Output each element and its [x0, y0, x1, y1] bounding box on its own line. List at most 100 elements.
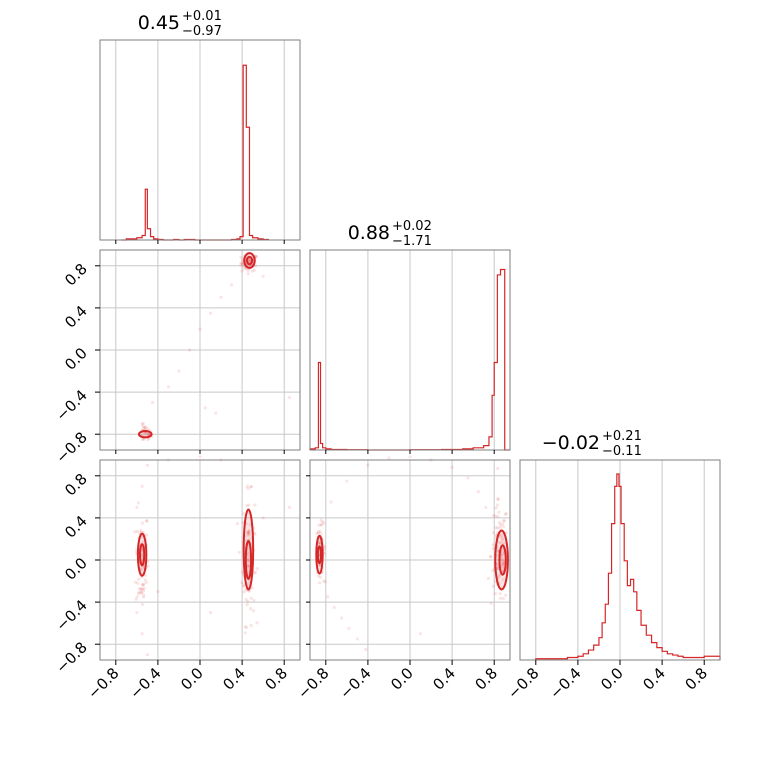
- sample-point: [140, 587, 145, 591]
- sample-point: [243, 631, 247, 635]
- sample-point: [142, 595, 146, 599]
- sample-point: [316, 531, 320, 535]
- sample-point: [140, 484, 144, 488]
- param-title-upper-0: +0.01: [182, 9, 222, 24]
- sample-point: [143, 427, 147, 431]
- y-tick-label-2-4: 0.8: [61, 470, 91, 500]
- sample-point: [492, 514, 496, 518]
- sample-point: [339, 616, 344, 620]
- sample-point: [247, 533, 251, 537]
- sample-point: [496, 497, 500, 501]
- sample-point: [144, 431, 148, 435]
- sample-point: [247, 528, 251, 533]
- histogram-steps-2: [535, 473, 721, 660]
- contour-level-1: [245, 255, 254, 266]
- sample-point: [476, 489, 481, 494]
- contour-fill-3: [499, 545, 506, 575]
- contour-level-3: [498, 544, 507, 576]
- sample-point: [494, 526, 498, 530]
- sample-point: [347, 626, 351, 631]
- sample-point: [156, 589, 160, 594]
- sample-point: [249, 623, 253, 628]
- sample-point: [141, 582, 146, 586]
- sample-point: [244, 625, 249, 630]
- sample-point: [146, 564, 150, 568]
- sample-point: [142, 437, 146, 442]
- sample-point: [364, 647, 368, 652]
- sample-point: [133, 580, 137, 584]
- sample-point: [140, 583, 144, 587]
- contour-level-2: [242, 508, 255, 591]
- sample-point: [242, 583, 246, 587]
- sample-point: [136, 581, 140, 585]
- sample-point: [322, 544, 326, 548]
- sample-point: [141, 422, 145, 426]
- sample-point: [241, 521, 245, 525]
- sample-point: [140, 566, 144, 570]
- sample-point: [496, 514, 500, 519]
- x-tick-label-1-1: −0.4: [336, 664, 374, 702]
- sample-point: [135, 529, 139, 533]
- sample-point: [502, 518, 506, 523]
- x-tick-label-2-3: 0.4: [639, 664, 669, 694]
- sample-point: [502, 562, 506, 566]
- sample-point: [135, 505, 139, 509]
- sample-point: [504, 593, 508, 597]
- histogram-panel-2: [535, 460, 721, 660]
- sample-point: [240, 570, 244, 574]
- sample-point: [484, 505, 488, 509]
- sample-point: [246, 599, 250, 604]
- sample-point: [317, 540, 322, 544]
- sample-point: [261, 516, 265, 520]
- sample-point: [319, 523, 323, 527]
- sample-point: [248, 259, 252, 263]
- sample-point: [241, 512, 246, 516]
- sample-point: [247, 579, 251, 584]
- sample-point: [245, 504, 249, 508]
- sample-point: [240, 269, 244, 273]
- sample-point: [139, 587, 143, 591]
- sample-point: [255, 621, 259, 625]
- sample-point: [247, 531, 251, 535]
- sample-point: [504, 512, 508, 516]
- sample-point: [502, 519, 506, 523]
- sample-point: [287, 505, 292, 509]
- param-title-lower-2: −0.11: [602, 444, 642, 459]
- sample-point: [246, 559, 250, 563]
- y-tick-label-2-1: −0.4: [52, 596, 90, 634]
- sample-point: [145, 533, 149, 537]
- sample-point: [166, 385, 171, 389]
- sample-point: [495, 503, 500, 507]
- sample-point: [135, 595, 139, 599]
- sample-point: [494, 506, 498, 510]
- x-tick-label-0-0: −0.8: [84, 664, 122, 702]
- sample-point: [252, 598, 256, 602]
- sample-point: [137, 587, 141, 591]
- contour-fill-2: [495, 530, 508, 590]
- sample-point: [500, 522, 505, 526]
- sample-point: [133, 530, 137, 534]
- sample-point: [140, 521, 144, 525]
- sample-point: [141, 424, 145, 428]
- sample-point: [240, 580, 244, 585]
- sample-point: [242, 584, 246, 588]
- sample-point: [140, 602, 144, 606]
- sample-point: [246, 272, 250, 276]
- sample-point: [318, 581, 322, 585]
- sample-point: [214, 411, 218, 415]
- sample-point: [491, 543, 495, 547]
- sample-point: [501, 596, 505, 601]
- sample-point: [136, 501, 140, 505]
- sample-point: [246, 551, 250, 556]
- sample-point: [135, 611, 139, 615]
- sample-point: [144, 425, 148, 429]
- contour-level-0: [136, 532, 148, 577]
- sample-point: [322, 521, 326, 525]
- sample-point: [253, 503, 257, 507]
- sample-point: [244, 597, 248, 601]
- sample-point: [249, 484, 253, 489]
- sample-point: [501, 525, 506, 529]
- sample-point: [203, 406, 207, 410]
- contour-level-2: [137, 430, 153, 439]
- sample-point: [139, 528, 143, 533]
